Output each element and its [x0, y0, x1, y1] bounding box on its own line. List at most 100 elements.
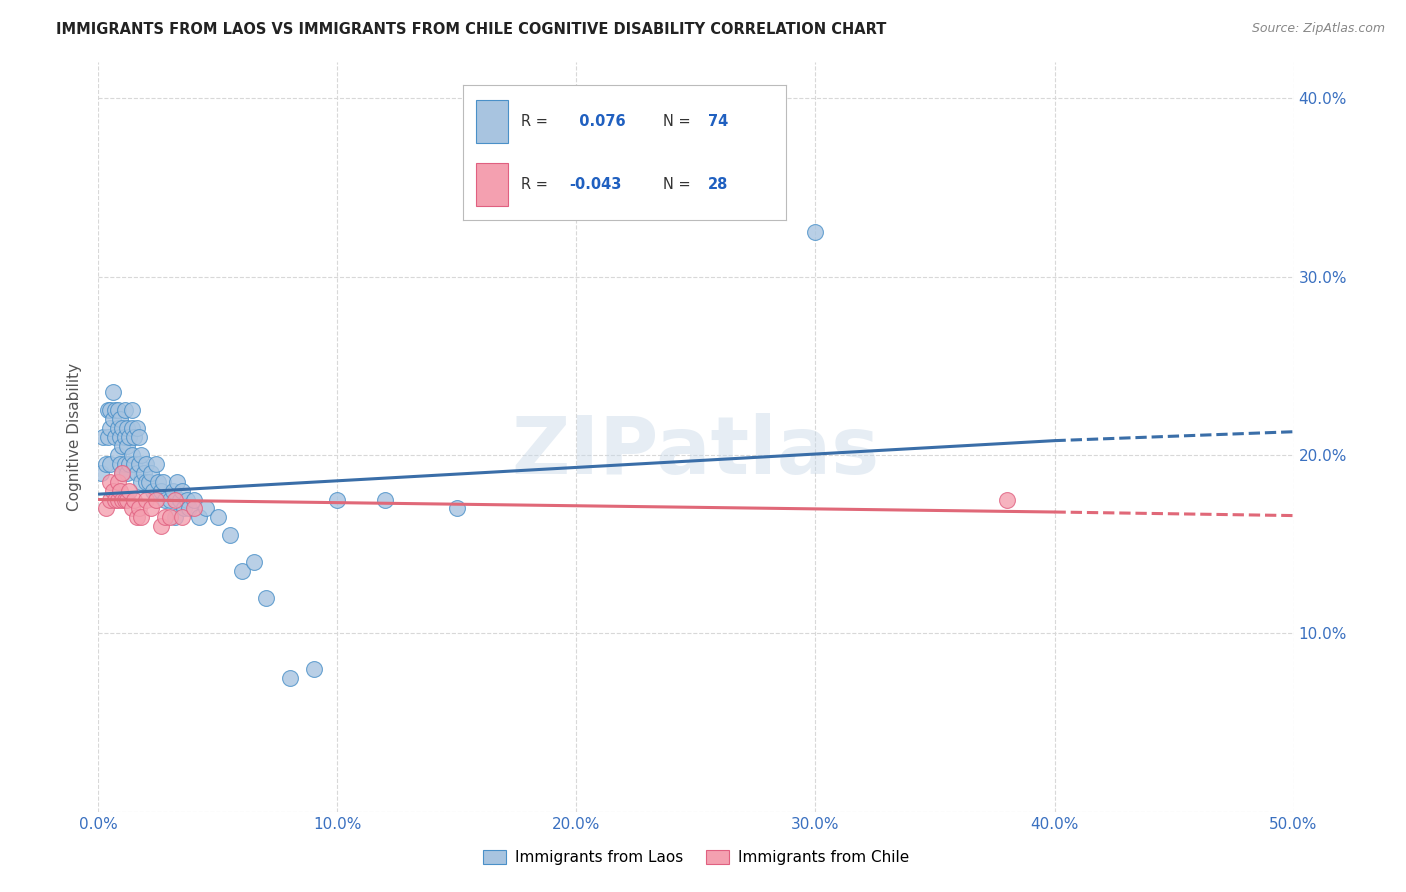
Point: [101, 385, 124, 400]
Point: [104, 403, 127, 417]
Point: [111, 466, 134, 480]
Point: [142, 483, 165, 498]
Point: [108, 457, 131, 471]
Point: [108, 483, 131, 498]
Point: [97, 430, 120, 444]
Point: [162, 483, 184, 498]
Point: [183, 501, 205, 516]
Point: [163, 492, 186, 507]
Point: [163, 510, 186, 524]
Point: [94, 501, 117, 516]
Point: [104, 492, 127, 507]
Point: [98, 421, 122, 435]
Point: [101, 412, 124, 426]
Point: [159, 510, 181, 524]
Point: [172, 510, 194, 524]
Point: [107, 421, 129, 435]
Point: [326, 492, 349, 507]
Point: [145, 492, 167, 507]
Point: [107, 492, 129, 507]
Point: [121, 403, 143, 417]
Legend: Immigrants from Laos, Immigrants from Chile: Immigrants from Laos, Immigrants from Ch…: [477, 844, 915, 871]
Point: [138, 475, 160, 489]
Point: [374, 492, 396, 507]
Point: [124, 457, 146, 471]
Point: [107, 403, 129, 417]
Text: IMMIGRANTS FROM LAOS VS IMMIGRANTS FROM CHILE COGNITIVE DISABILITY CORRELATION C: IMMIGRANTS FROM LAOS VS IMMIGRANTS FROM …: [56, 22, 887, 37]
Point: [187, 510, 209, 524]
Point: [183, 492, 205, 507]
Point: [139, 466, 162, 480]
Point: [243, 555, 266, 569]
Point: [145, 457, 167, 471]
Point: [121, 501, 143, 516]
Point: [104, 430, 127, 444]
Point: [132, 466, 155, 480]
Point: [125, 510, 148, 524]
Point: [98, 475, 122, 489]
Point: [118, 430, 141, 444]
Y-axis label: Cognitive Disability: Cognitive Disability: [67, 363, 83, 511]
Point: [149, 483, 172, 498]
Text: ZIPatlas: ZIPatlas: [512, 413, 880, 491]
Point: [135, 492, 157, 507]
Point: [115, 492, 138, 507]
Point: [118, 457, 141, 471]
Point: [179, 501, 201, 516]
Point: [155, 492, 177, 507]
Point: [97, 403, 120, 417]
Point: [135, 475, 157, 489]
Point: [128, 501, 150, 516]
Point: [114, 492, 136, 507]
Point: [159, 492, 181, 507]
Point: [115, 466, 138, 480]
Point: [98, 403, 122, 417]
Point: [207, 510, 229, 524]
Point: [195, 501, 218, 516]
Point: [446, 501, 468, 516]
Point: [111, 421, 134, 435]
Point: [172, 483, 194, 498]
Point: [125, 421, 148, 435]
Point: [173, 501, 195, 516]
Point: [131, 475, 153, 489]
Point: [107, 448, 129, 462]
Point: [115, 421, 138, 435]
Point: [176, 492, 198, 507]
Point: [114, 403, 136, 417]
Point: [995, 492, 1018, 507]
Point: [131, 510, 153, 524]
Point: [124, 430, 146, 444]
Point: [128, 430, 150, 444]
Point: [121, 448, 143, 462]
Point: [90, 466, 112, 480]
Point: [166, 475, 188, 489]
Point: [125, 466, 148, 480]
Point: [98, 457, 122, 471]
Point: [111, 466, 134, 480]
Point: [278, 671, 301, 685]
Point: [114, 430, 136, 444]
Point: [302, 662, 325, 676]
Point: [219, 528, 242, 542]
Point: [108, 412, 131, 426]
Text: Source: ZipAtlas.com: Source: ZipAtlas.com: [1251, 22, 1385, 36]
Point: [91, 430, 114, 444]
Point: [152, 475, 174, 489]
Point: [139, 501, 162, 516]
Point: [101, 483, 124, 498]
Point: [124, 492, 146, 507]
Point: [118, 483, 141, 498]
Point: [135, 457, 157, 471]
Point: [149, 519, 172, 533]
Point: [254, 591, 277, 605]
Point: [94, 457, 117, 471]
Point: [128, 457, 150, 471]
Point: [98, 492, 122, 507]
Point: [121, 421, 143, 435]
Point: [148, 475, 170, 489]
Point: [114, 457, 136, 471]
Point: [111, 492, 134, 507]
Point: [107, 475, 129, 489]
Point: [111, 439, 134, 453]
